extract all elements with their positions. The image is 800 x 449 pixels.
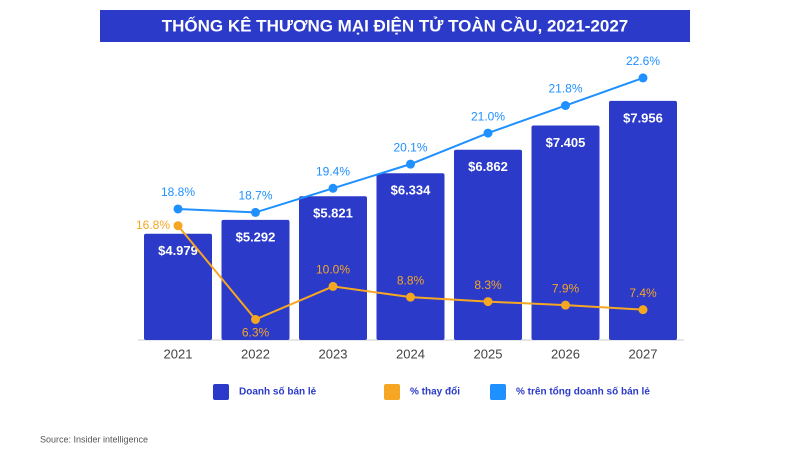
point [406,159,415,169]
x-tick-label: 2023 [319,346,348,361]
point-label: 19.4% [316,164,350,178]
point-label: 8.8% [397,273,425,287]
point-label: 7.9% [552,281,580,295]
point [483,297,493,307]
point [561,101,570,111]
bar-value-label: $7.956 [623,110,663,125]
point-label: 16.8% [136,218,170,232]
bar-value-label: $5.292 [236,229,276,244]
x-tick-label: 2024 [396,346,425,361]
legend-label: % thay đổi [410,386,460,398]
legend-label: % trên tổng doanh số bán lẻ [516,386,650,398]
legend-swatch [384,384,400,400]
bar-value-label: $6.862 [468,159,508,174]
point-label: 7.4% [629,286,657,300]
source: Source: Insider intelligence [40,434,148,444]
bar [454,149,522,340]
bar [299,196,367,340]
point [406,292,415,302]
point-label: 8.3% [474,278,502,292]
point-label: 18.7% [238,189,272,203]
legend-swatch [213,384,229,400]
legend-swatch [490,384,506,400]
point [328,281,338,291]
point [251,207,260,217]
point [561,300,570,310]
point-label: 18.8% [161,185,195,199]
point [251,314,260,324]
point [638,73,648,83]
point-label: 6.3% [242,326,270,340]
point-label: 21.8% [548,82,582,96]
point-label: 10.0% [316,263,350,277]
bar-value-label: $7.405 [546,135,586,150]
point [638,305,648,315]
title-banner [100,10,690,42]
bar-value-label: $6.334 [391,183,432,198]
bar-value-label: $4.979 [158,243,198,258]
x-tick-label: 2022 [241,346,270,361]
legend-label: Doanh số bán lẻ [239,386,317,398]
bar [609,100,677,341]
point-label: 21.0% [471,109,505,123]
x-tick-label: 2026 [551,346,580,361]
x-tick-label: 2021 [164,346,193,361]
x-tick-label: 2027 [629,346,658,361]
bar [144,233,212,340]
bar [376,173,445,340]
bar [531,125,600,340]
point [328,183,338,193]
chart-title: THỐNG KÊ THƯƠNG MẠI ĐIỆN TỬ TOÀN CẦU, 20… [162,15,629,35]
point [483,128,493,138]
bar [221,219,290,340]
point-label: 22.6% [626,54,660,68]
point [173,221,183,231]
point-label: 20.1% [393,140,427,154]
point [173,204,183,214]
bar-value-label: $5.821 [313,206,353,221]
x-tick-label: 2025 [474,346,503,361]
